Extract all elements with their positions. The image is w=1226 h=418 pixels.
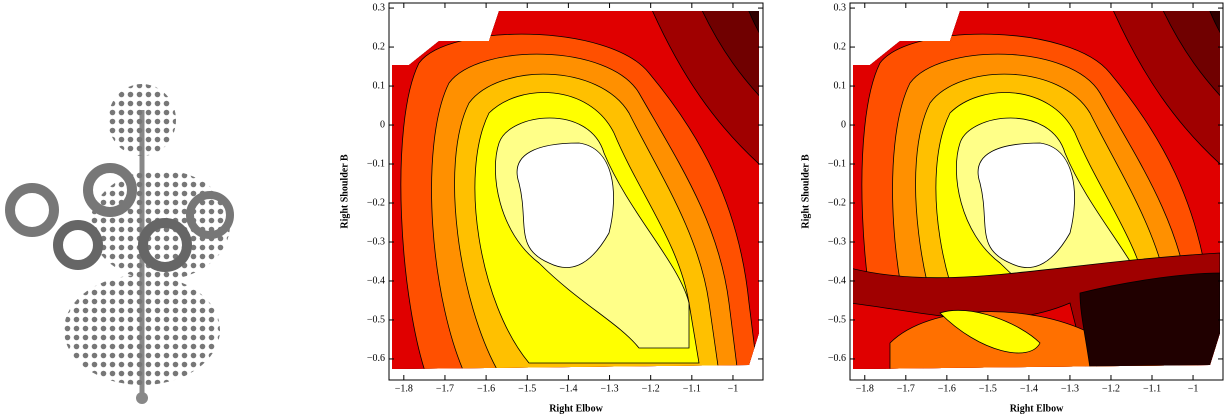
y-tick-label: 0.3 (834, 2, 847, 13)
x-tick-label: −1.2 (642, 383, 660, 394)
x-tick-label: −1.2 (1102, 383, 1120, 394)
x-tick-label: −1.6 (477, 383, 495, 394)
body-model (5, 84, 234, 404)
x-tick-label: −1.7 (436, 383, 454, 394)
y-axis-label: Right Shoulder B (800, 154, 811, 229)
y-tick-label: 0 (380, 119, 385, 130)
y-tick-label: −0.1 (367, 158, 385, 169)
x-tick-label: −1.6 (938, 383, 956, 394)
x-tick-label: −1.4 (1020, 383, 1038, 394)
y-tick-label: −0.1 (828, 158, 846, 169)
x-tick-label: −1.5 (518, 383, 536, 394)
y-axis-label: Right Shoulder B (339, 154, 350, 229)
y-tick-label: 0.1 (373, 80, 386, 91)
y-tick-label: −0.4 (828, 275, 846, 286)
x-axis-label: Right Elbow (1010, 403, 1064, 414)
x-tick-label: −1.4 (559, 383, 577, 394)
x-tick-label: −1 (728, 383, 739, 394)
x-tick-label: −1.1 (1143, 383, 1161, 394)
contour-fill (392, 11, 759, 369)
x-tick-label: −1.5 (979, 383, 997, 394)
y-tick-label: 0.1 (834, 80, 847, 91)
x-tick-label: −1.8 (395, 383, 413, 394)
y-tick-label: −0.5 (367, 314, 385, 325)
contour-fill (853, 11, 1220, 369)
y-tick-label: 0.2 (373, 41, 386, 52)
x-tick-label: −1 (1188, 383, 1199, 394)
x-tick-label: −1.8 (856, 383, 874, 394)
x-tick-label: −1.3 (600, 383, 618, 394)
y-tick-label: 0 (841, 119, 846, 130)
y-tick-label: −0.2 (828, 197, 846, 208)
y-tick-label: 0.2 (834, 41, 847, 52)
y-tick-label: −0.5 (828, 314, 846, 325)
x-tick-label: −1.1 (683, 383, 701, 394)
y-tick-label: −0.3 (367, 236, 385, 247)
y-tick-label: −0.6 (367, 353, 385, 364)
axes-frame (849, 2, 1224, 381)
y-tick-label: −0.6 (828, 353, 846, 364)
y-tick-label: −0.4 (367, 275, 385, 286)
x-tick-label: −1.3 (1061, 383, 1079, 394)
x-tick-label: −1.7 (897, 383, 915, 394)
axes-frame (388, 2, 764, 381)
y-tick-label: −0.3 (828, 236, 846, 247)
y-tick-label: 0.3 (373, 2, 386, 13)
x-axis-label: Right Elbow (549, 403, 603, 414)
y-tick-label: −0.2 (367, 197, 385, 208)
